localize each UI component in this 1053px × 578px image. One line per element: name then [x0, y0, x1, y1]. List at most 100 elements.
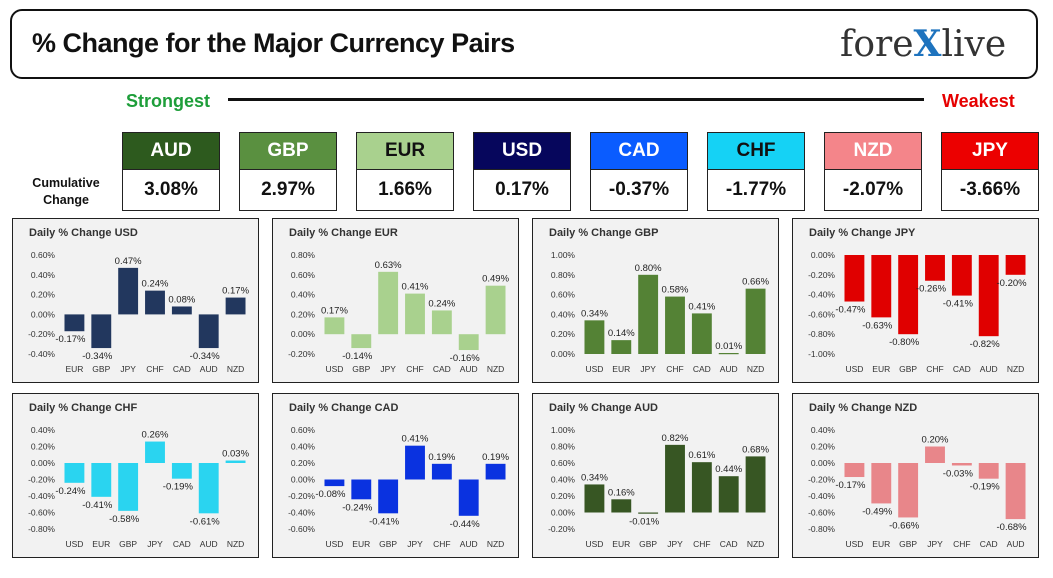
x-tick-label: USD [325, 539, 343, 549]
y-tick-label: 0.60% [291, 425, 316, 435]
bar-chf [431, 463, 452, 480]
x-tick-label: USD [585, 539, 603, 549]
y-tick-label: 0.80% [551, 442, 576, 452]
bar-aud [198, 314, 219, 349]
bar-gbp [351, 334, 372, 349]
data-label: -0.17% [835, 480, 866, 491]
data-label: 0.19% [482, 452, 509, 463]
currency-cumulative-value: 0.17% [473, 170, 571, 211]
bar-chart: 0.40% 0.20% 0.00% -0.20% -0.40% -0.60% -0.80% -… [28, 425, 250, 549]
bar-chf [691, 462, 712, 513]
y-tick-label: -0.40% [808, 290, 835, 300]
data-label: 0.80% [635, 263, 662, 274]
x-tick-label: CHF [146, 364, 163, 374]
bar-cad [951, 255, 972, 296]
y-tick-label: 0.00% [811, 250, 836, 260]
chart-title: Daily % Change USD [29, 227, 138, 239]
data-label: -0.26% [916, 284, 947, 295]
y-tick-label: 0.20% [291, 309, 316, 319]
forexlive-logo: foreXlive [840, 23, 1007, 65]
x-tick-label: GBP [92, 364, 110, 374]
bar-eur [611, 499, 632, 513]
data-label: -0.17% [55, 334, 86, 345]
y-tick-label: 0.40% [291, 290, 316, 300]
currency-box-usd: USD 0.17% [473, 132, 571, 212]
data-label: 0.34% [581, 308, 608, 319]
x-tick-label: AUD [980, 364, 998, 374]
data-label: 0.49% [482, 274, 509, 285]
x-tick-label: EUR [352, 539, 370, 549]
chart-title: Daily % Change JPY [809, 227, 916, 239]
x-tick-label: AUD [460, 364, 478, 374]
bar-eur [91, 463, 112, 497]
y-tick-label: -0.40% [288, 508, 315, 518]
bar-chf [145, 290, 165, 315]
currency-box-eur: EUR 1.66% [356, 132, 454, 212]
data-label: -0.41% [82, 500, 113, 511]
y-tick-label: 0.60% [551, 290, 576, 300]
data-label: -0.47% [835, 305, 866, 316]
data-label: 0.82% [662, 433, 689, 444]
bar-jpy [145, 441, 165, 463]
y-tick-label: 1.00% [551, 250, 576, 260]
x-tick-label: AUD [200, 539, 218, 549]
data-label: 0.47% [115, 256, 142, 267]
data-label: -0.20% [997, 278, 1028, 289]
bar-jpy [665, 444, 685, 513]
x-tick-label: USD [845, 539, 863, 549]
x-tick-label: CAD [693, 364, 711, 374]
y-tick-label: 0.00% [31, 458, 56, 468]
x-tick-label: CHF [666, 364, 683, 374]
data-label: -0.63% [862, 320, 893, 331]
chart-panel-gbp: Daily % Change GBP 1.00% 0.80% 0.60% 0.40% 0.… [532, 218, 779, 383]
y-tick-label: 0.40% [31, 425, 56, 435]
bar-nzd [225, 297, 246, 315]
bar-aud [458, 334, 479, 351]
y-tick-label: 0.80% [551, 270, 576, 280]
y-tick-label: 0.20% [811, 442, 836, 452]
data-label: 0.41% [402, 282, 429, 293]
data-label: -0.01% [629, 516, 660, 527]
x-tick-label: NZD [1007, 364, 1024, 374]
currency-box-cad: CAD -0.37% [590, 132, 688, 212]
data-label: 0.19% [428, 452, 455, 463]
y-tick-label: 1.00% [551, 425, 576, 435]
x-tick-label: CHF [433, 539, 450, 549]
bar-aud [718, 353, 739, 355]
bar-chart: 1.00% 0.80% 0.60% 0.40% 0.20% 0.00% -0.20% 0.34… [548, 425, 770, 549]
x-tick-label: NZD [487, 364, 504, 374]
bar-cad [691, 313, 712, 354]
data-label: 0.58% [662, 285, 689, 296]
currency-code: EUR [356, 132, 454, 170]
y-tick-label: -0.40% [28, 349, 55, 359]
x-tick-label: NZD [487, 539, 504, 549]
data-label: 0.34% [581, 472, 608, 483]
y-tick-label: 0.00% [31, 309, 56, 319]
chart-panel-eur: Daily % Change EUR 0.80% 0.60% 0.40% 0.20% 0.… [272, 218, 519, 383]
x-tick-label: AUD [720, 364, 738, 374]
x-tick-label: AUD [460, 539, 478, 549]
data-label: -0.82% [970, 339, 1001, 350]
y-tick-label: 0.60% [551, 458, 576, 468]
bar-usd [64, 463, 85, 483]
data-label: -0.58% [109, 514, 140, 525]
y-tick-label: 0.00% [291, 475, 316, 485]
x-tick-label: CAD [980, 539, 998, 549]
data-label: 0.14% [608, 328, 635, 339]
x-tick-label: EUR [65, 364, 83, 374]
data-label: -0.66% [889, 520, 920, 531]
bar-usd [584, 320, 605, 354]
data-label: 0.41% [402, 434, 429, 445]
y-tick-label: 0.60% [291, 270, 316, 280]
bar-chf [925, 255, 945, 281]
bar-aud [198, 463, 219, 514]
bar-jpy [405, 445, 425, 480]
data-label: 0.20% [922, 435, 949, 446]
currency-code: NZD [824, 132, 922, 170]
data-label: 0.17% [222, 286, 249, 297]
x-tick-label: EUR [612, 539, 630, 549]
chart-title: Daily % Change NZD [809, 402, 918, 414]
x-tick-label: JPY [667, 539, 683, 549]
weakest-label: Weakest [942, 91, 1015, 111]
bar-usd [844, 255, 865, 302]
